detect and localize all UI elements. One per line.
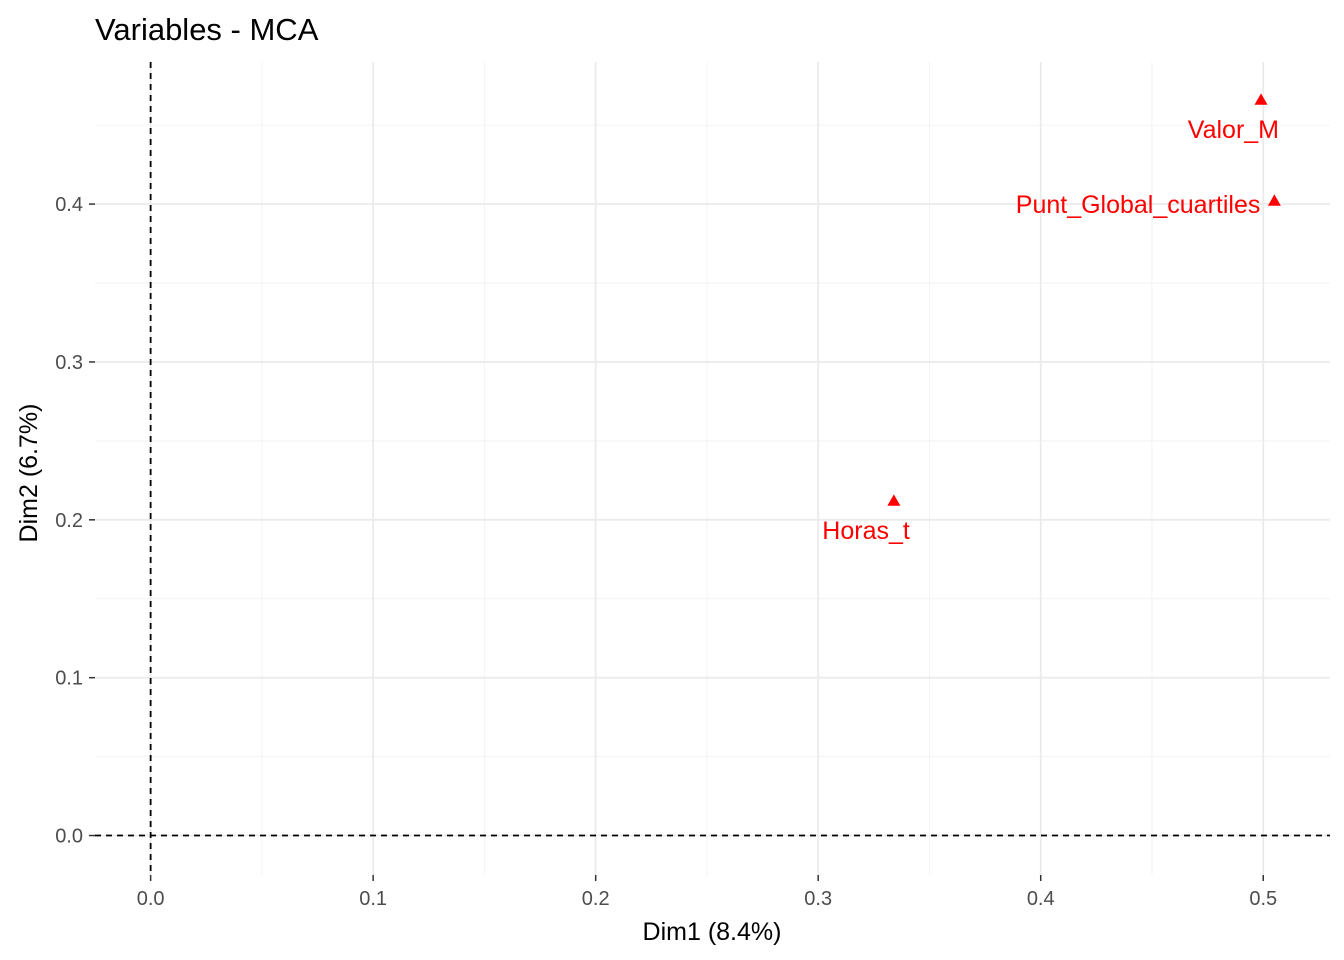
point-label: Punt_Global_cuartiles [1016,191,1261,219]
y-tick-label: 0.1 [55,668,83,690]
minor-gridlines [95,62,1330,875]
reference-lines [95,62,1330,875]
x-tick-label: 0.3 [804,888,832,910]
chart-title: Variables - MCA [95,12,319,47]
y-tick-label: 0.0 [55,826,83,848]
x-tick-label: 0.5 [1249,888,1277,910]
y-axis-title: Dim2 (6.7%) [15,404,43,543]
x-tick-label: 0.0 [137,888,165,910]
y-axis-ticks: 0.0 0.1 0.2 0.3 0.4 [55,194,95,848]
y-tick-label: 0.3 [55,352,83,374]
data-points: Valor_M Punt_Global_cuartiles Horas_t [822,93,1281,545]
x-tick-label: 0.4 [1027,888,1055,910]
point-marker [1267,194,1281,206]
x-axis-ticks: 0.0 0.1 0.2 0.3 0.4 0.5 [137,875,1277,910]
y-tick-label: 0.4 [55,194,83,216]
point-marker [1254,93,1268,105]
point-marker [887,494,901,506]
point-label: Horas_t [822,517,910,545]
x-axis-title: Dim1 (8.4%) [643,918,782,946]
x-tick-label: 0.1 [359,888,387,910]
point-label: Valor_M [1188,116,1279,144]
y-tick-label: 0.2 [55,510,83,532]
x-tick-label: 0.2 [582,888,610,910]
